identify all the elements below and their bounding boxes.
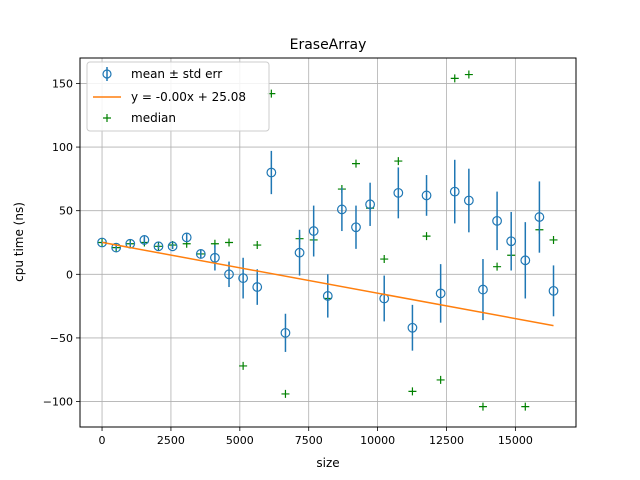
mean-point xyxy=(153,241,164,252)
median-point xyxy=(478,402,487,411)
median-point xyxy=(225,238,234,247)
median-point xyxy=(408,387,417,396)
median-point xyxy=(380,255,389,264)
median-point xyxy=(239,361,248,370)
y-tick-label: 100 xyxy=(52,141,73,154)
ticks: 0 2500 5000 7500 10000 12500 15000 −100 −50 0 50 10… xyxy=(43,77,533,447)
x-axis-label: size xyxy=(316,456,339,470)
median-point xyxy=(464,70,473,79)
mean-point xyxy=(407,322,418,333)
mean-point xyxy=(294,247,305,258)
mean-point xyxy=(280,327,291,338)
mean-point xyxy=(167,241,178,252)
mean-point xyxy=(181,232,192,243)
legend: mean ± std err y = -0.00x + 25.08 median xyxy=(86,61,270,132)
median-point xyxy=(422,232,431,241)
x-tick-label: 5000 xyxy=(226,434,254,447)
y-tick-label: −100 xyxy=(43,396,73,409)
mean-point xyxy=(548,285,559,296)
mean-point xyxy=(238,273,249,284)
mean-point xyxy=(351,222,361,233)
mean-point xyxy=(139,235,150,245)
mean-point xyxy=(308,226,319,236)
median-point xyxy=(253,241,262,250)
x-tick-label: 15000 xyxy=(498,434,533,447)
legend-circle-icon xyxy=(102,69,112,79)
mean-point xyxy=(322,291,333,301)
mean-point xyxy=(393,187,404,198)
mean-point xyxy=(252,282,263,292)
mean-point xyxy=(534,212,545,222)
mean-point xyxy=(449,186,460,197)
y-axis-label: cpu time (ns) xyxy=(12,202,26,282)
mean-point xyxy=(210,252,220,263)
legend-plus-icon xyxy=(103,114,111,122)
mean-point xyxy=(421,190,432,201)
legend-box xyxy=(86,61,270,132)
legend-label-median: median xyxy=(131,111,176,125)
x-tick-label: 10000 xyxy=(360,434,395,447)
x-tick-label: 7500 xyxy=(295,434,323,447)
y-tick-label: 150 xyxy=(52,77,73,90)
chart-title: EraseArray xyxy=(290,37,367,53)
median-point xyxy=(549,235,558,244)
median-point xyxy=(521,402,530,411)
plot-area xyxy=(97,70,559,411)
mean-point xyxy=(111,242,122,253)
median-point xyxy=(436,375,445,384)
x-tick-label: 12500 xyxy=(429,434,464,447)
x-tick-label: 0 xyxy=(99,434,106,447)
mean-point xyxy=(478,284,488,295)
mean-point xyxy=(435,288,446,299)
legend-entry-fit: y = -0.00x + 25.08 xyxy=(93,90,246,104)
y-tick-label: 0 xyxy=(66,268,73,281)
median-point xyxy=(450,74,459,83)
mean-point xyxy=(266,167,277,178)
legend-label-mean: mean ± std err xyxy=(131,67,222,81)
median-point xyxy=(394,157,403,166)
legend-entry-mean: mean ± std err xyxy=(102,67,222,81)
mean-point xyxy=(520,255,531,266)
median-point xyxy=(281,389,290,398)
mean-point xyxy=(224,269,234,280)
fit-line xyxy=(101,241,554,327)
legend-entry-median: median xyxy=(103,111,176,125)
axes-frame xyxy=(79,57,577,428)
x-tick-label: 2500 xyxy=(157,434,185,447)
median-point xyxy=(493,262,502,271)
mean-point xyxy=(195,249,206,259)
y-tick-label: 50 xyxy=(59,205,73,218)
median-point xyxy=(351,159,360,168)
mean-point xyxy=(506,236,517,247)
y-tick-label: −50 xyxy=(50,332,73,345)
mean-point xyxy=(492,215,502,226)
mean-point xyxy=(336,204,347,215)
mean-point xyxy=(463,195,474,206)
mean-point xyxy=(365,199,376,210)
legend-label-fit: y = -0.00x + 25.08 xyxy=(131,90,246,104)
